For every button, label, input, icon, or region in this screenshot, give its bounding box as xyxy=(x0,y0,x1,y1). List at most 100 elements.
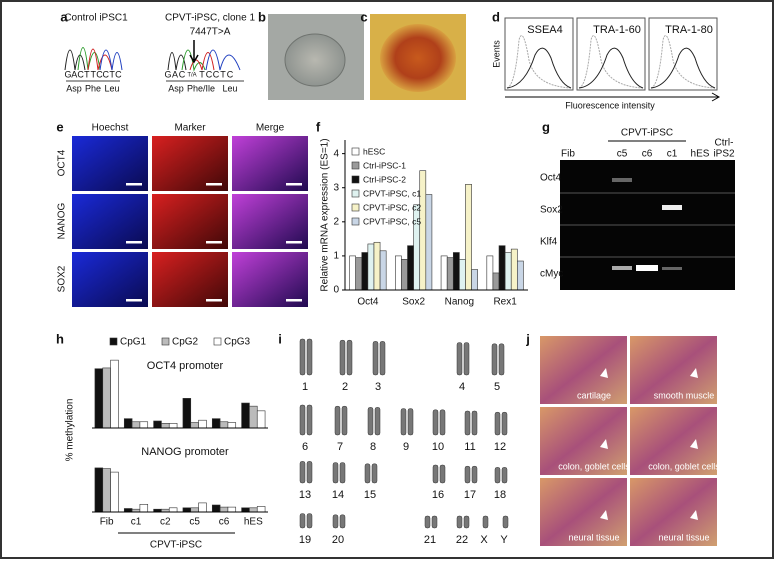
arrowhead xyxy=(690,368,698,378)
gene-label: Oct4 xyxy=(540,173,562,184)
group-label: CPVT-iPSC xyxy=(150,540,202,551)
chromosome xyxy=(424,515,431,529)
amino-acid: Asp xyxy=(168,83,184,93)
base: A xyxy=(71,69,77,79)
bar xyxy=(182,507,192,513)
chromosome-label: 9 xyxy=(403,441,409,453)
chromosome xyxy=(299,513,306,529)
bar xyxy=(492,272,500,291)
marker-label: TRA-1-80 xyxy=(665,24,713,36)
chromosome-label: 17 xyxy=(464,489,476,501)
bar xyxy=(361,252,369,291)
chromosome xyxy=(491,343,498,376)
legend-label: CPVT-iPSC, c2 xyxy=(363,202,421,212)
chromosome-label: 11 xyxy=(464,441,475,453)
x-label: Fluorescence intensity xyxy=(565,100,655,110)
bar xyxy=(256,506,266,513)
lane-label: Ctrl- xyxy=(715,138,734,149)
chromosome-label: 21 xyxy=(424,534,436,546)
histogram-frame xyxy=(504,17,574,91)
arrowhead xyxy=(690,510,698,520)
gene-label: Sox2 xyxy=(540,205,563,216)
bar xyxy=(452,252,460,291)
bar xyxy=(153,420,162,429)
chromosome-label: 19 xyxy=(299,534,311,546)
x-tick-label: Fib xyxy=(100,517,114,528)
bar xyxy=(379,250,387,291)
lane-label: hES xyxy=(691,149,710,160)
base: T xyxy=(84,69,90,79)
chromosome xyxy=(439,409,446,436)
y-label: Events xyxy=(491,40,501,68)
bar xyxy=(504,252,512,291)
base: T xyxy=(199,69,205,79)
column-header: Hoechst xyxy=(92,123,129,134)
chromosome xyxy=(432,409,439,436)
histogram-control xyxy=(650,35,716,89)
lane-label: iPS2 xyxy=(713,149,735,160)
x-tick-label: c2 xyxy=(160,517,171,528)
tissue-label: smooth muscle xyxy=(654,390,715,400)
chromosome-label: 22 xyxy=(456,534,468,546)
chromosome xyxy=(456,342,463,376)
lane-label: c5 xyxy=(617,149,628,160)
y-tick-label: 4 xyxy=(333,148,339,159)
base: C xyxy=(77,69,84,79)
x-tick-label: Sox2 xyxy=(402,297,425,308)
chromosome-label: 2 xyxy=(342,381,348,393)
chromosome xyxy=(379,341,386,376)
bar xyxy=(486,255,494,291)
bar xyxy=(110,359,119,429)
bar xyxy=(349,255,356,291)
legend-label: CPVT-iPSC, c5 xyxy=(363,216,421,226)
micrograph xyxy=(72,194,148,249)
x-tick-label: c5 xyxy=(189,517,200,528)
gel-bands xyxy=(612,178,682,271)
chromosome xyxy=(400,408,407,436)
y-tick-label: 1 xyxy=(333,251,339,262)
chromosome xyxy=(456,515,463,529)
bar xyxy=(139,421,149,429)
base: C xyxy=(206,69,213,79)
chromosome xyxy=(346,339,353,376)
bar xyxy=(182,398,192,429)
chromosome xyxy=(482,515,489,529)
amino-acid: Asp xyxy=(66,83,82,93)
chromosome xyxy=(372,341,379,376)
chromosome xyxy=(334,405,341,436)
arrowhead xyxy=(600,368,608,378)
lane-label: c1 xyxy=(667,149,678,160)
arrowhead xyxy=(600,439,608,449)
bar xyxy=(517,260,524,291)
chromosome xyxy=(502,515,509,529)
bar xyxy=(94,467,104,513)
chromosome-label: 20 xyxy=(332,534,344,546)
group-label: CPVT-iPSC xyxy=(621,128,673,139)
panel-label: j xyxy=(525,331,530,346)
gel-dividers xyxy=(560,192,735,258)
chromosome xyxy=(463,515,470,529)
bar xyxy=(498,245,506,291)
x-tick-label: c1 xyxy=(131,517,142,528)
chromosome-label: 1 xyxy=(302,381,308,393)
chromosome xyxy=(339,514,346,529)
chromatogram xyxy=(64,47,241,72)
bar xyxy=(395,255,402,291)
row-label: OCT4 xyxy=(57,149,68,176)
bar xyxy=(219,506,229,513)
chromosome xyxy=(471,465,478,484)
bar xyxy=(94,368,104,429)
bar xyxy=(510,248,518,291)
tissue-label: colon, goblet cells xyxy=(648,461,720,471)
chromosome xyxy=(306,404,313,436)
bar xyxy=(407,245,414,291)
panel-label: h xyxy=(56,331,64,346)
base: T/A xyxy=(187,73,196,79)
tissue-label: neural tissue xyxy=(568,532,619,542)
panel-label: e xyxy=(56,119,63,134)
micrograph xyxy=(72,136,148,191)
bar xyxy=(123,508,133,513)
micrograph xyxy=(232,252,308,307)
chromosome-label: 3 xyxy=(375,381,381,393)
histology xyxy=(540,478,627,546)
